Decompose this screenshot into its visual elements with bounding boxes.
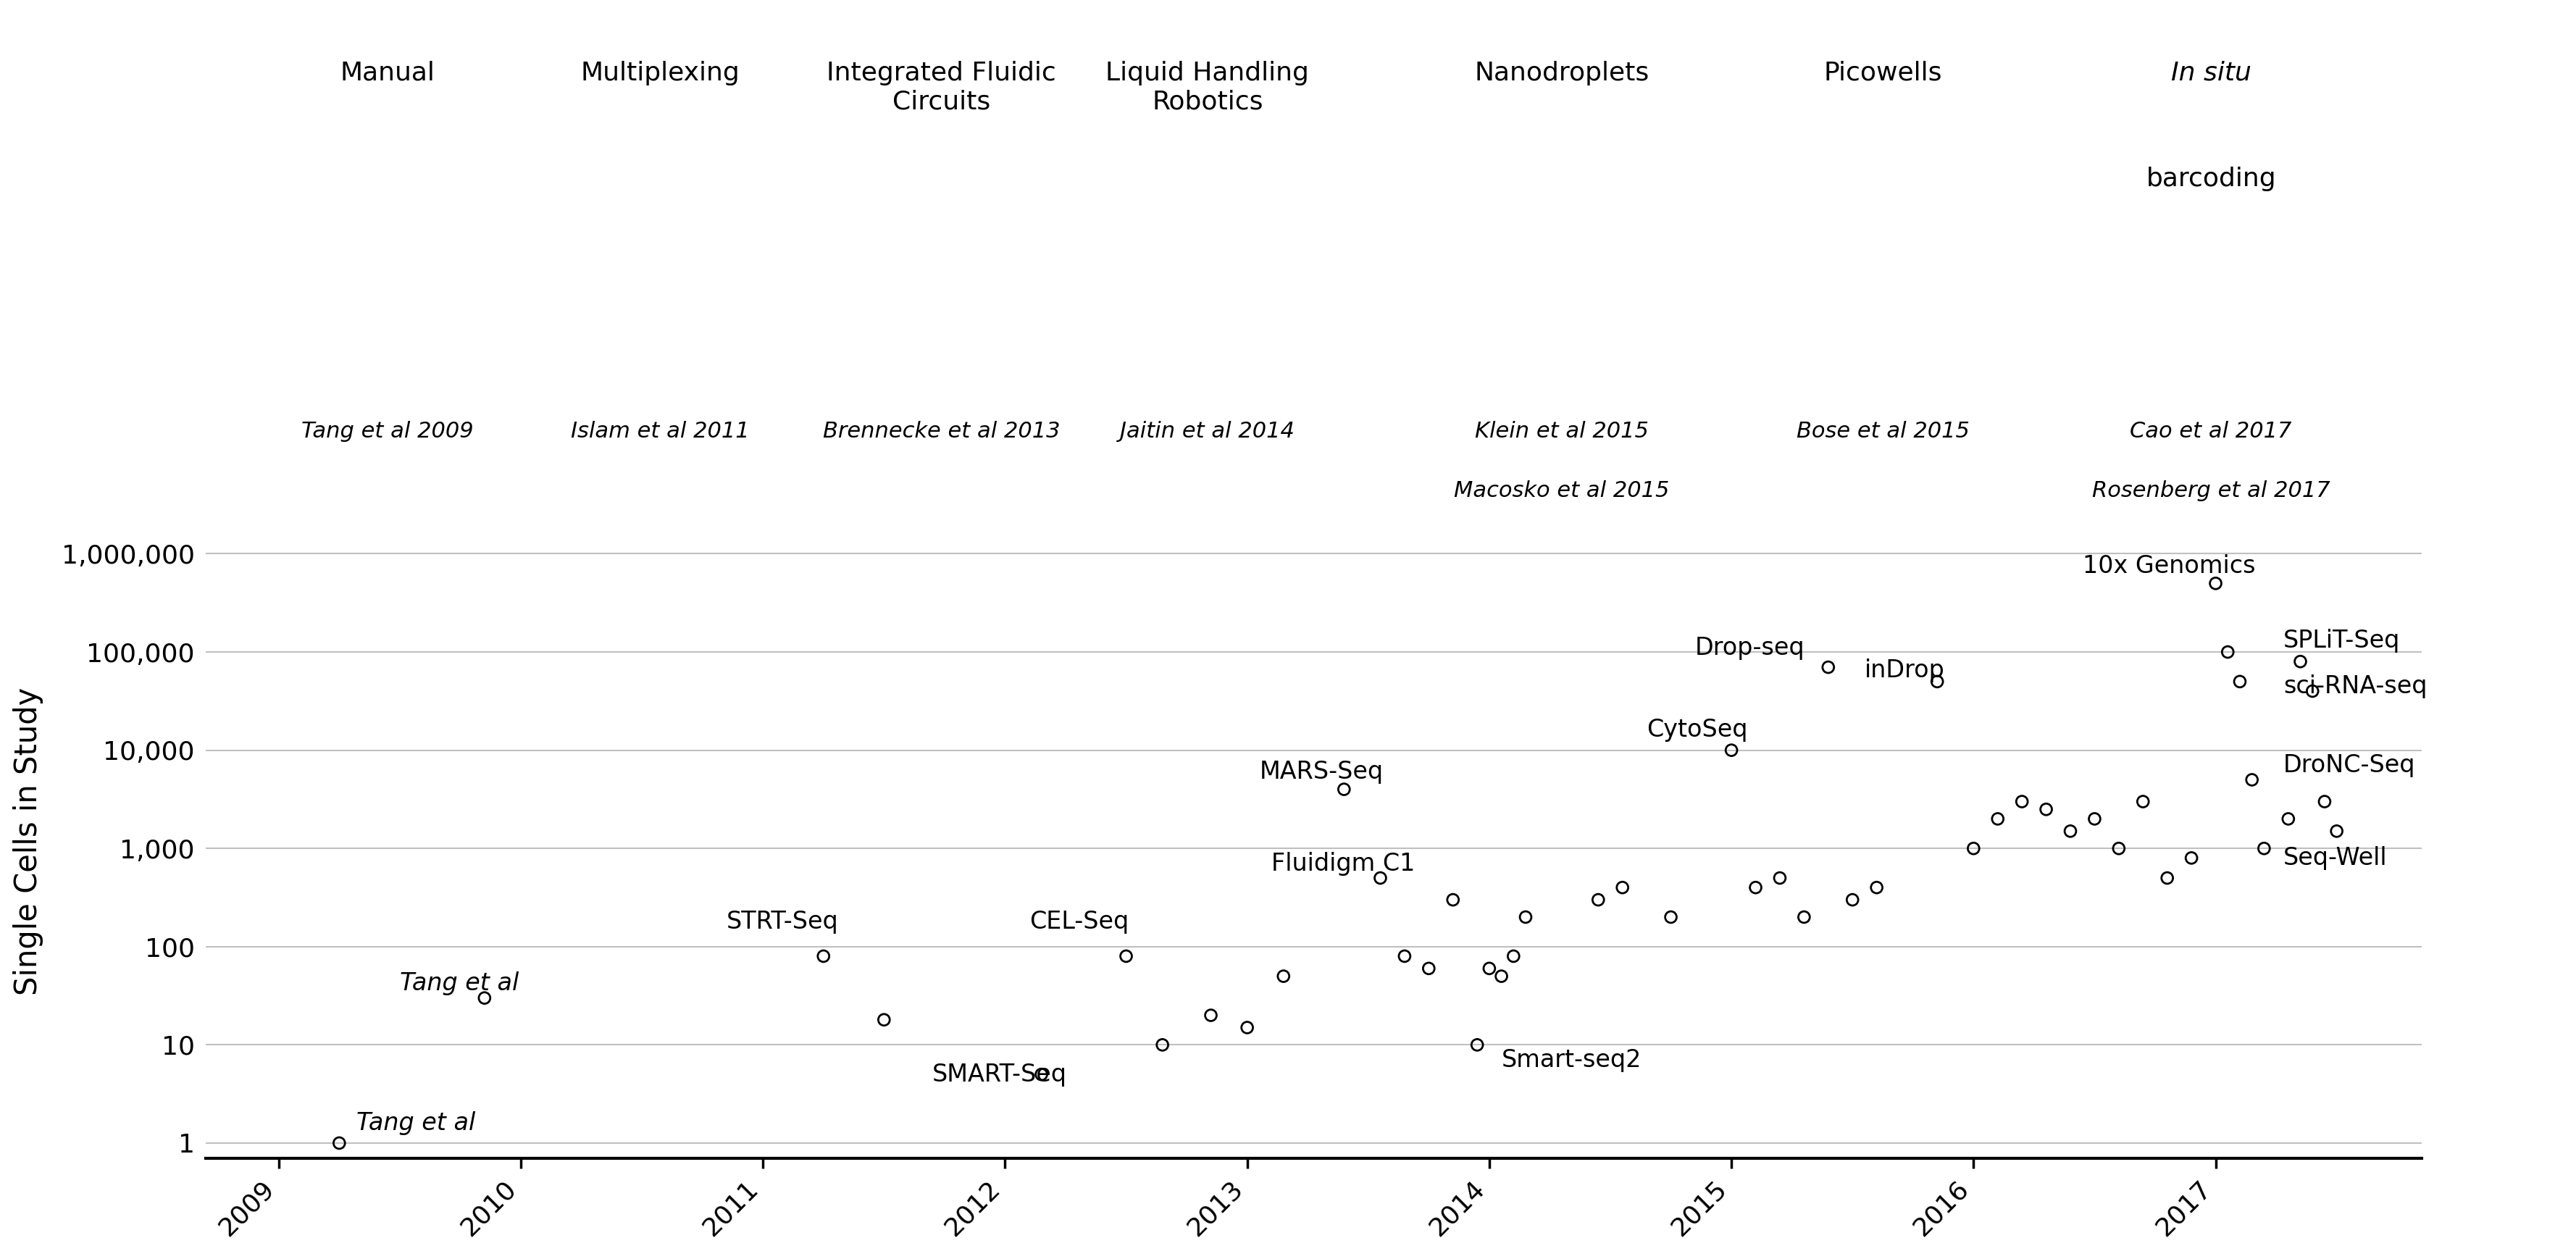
- Text: Manual: Manual: [340, 60, 435, 86]
- Point: [1917, 671, 1958, 691]
- Text: 10x Genomics: 10x Genomics: [2081, 554, 2254, 578]
- Point: [2208, 642, 2249, 662]
- Point: [2221, 671, 2262, 691]
- Point: [1455, 1035, 1497, 1055]
- Point: [2280, 651, 2321, 671]
- Point: [2074, 808, 2115, 828]
- Text: inDrop: inDrop: [1865, 658, 1945, 682]
- Point: [2267, 808, 2308, 828]
- Text: Macosko et al 2015: Macosko et al 2015: [1455, 481, 1669, 501]
- Text: Brennecke et al 2013: Brennecke et al 2013: [822, 421, 1061, 442]
- Point: [1190, 1005, 1231, 1025]
- Point: [2099, 838, 2141, 859]
- Point: [1141, 1035, 1182, 1055]
- Text: Fluidigm C1: Fluidigm C1: [1273, 851, 1414, 875]
- Text: SMART-Seq: SMART-Seq: [933, 1063, 1066, 1087]
- Point: [1808, 657, 1850, 677]
- Text: sci-RNA-seq: sci-RNA-seq: [2282, 674, 2427, 697]
- Point: [2025, 799, 2066, 820]
- Point: [1226, 1017, 1267, 1037]
- Text: Rosenberg et al 2017: Rosenberg et al 2017: [2092, 481, 2331, 501]
- Point: [1759, 867, 1801, 888]
- Text: STRT-Seq: STRT-Seq: [726, 909, 840, 933]
- Point: [1409, 958, 1450, 978]
- Text: DroNC-Seq: DroNC-Seq: [2282, 753, 2416, 777]
- Text: Picowells: Picowells: [1824, 60, 1942, 86]
- Point: [1494, 946, 1535, 966]
- Point: [1651, 906, 1692, 927]
- Point: [2303, 792, 2344, 812]
- Text: CEL-Seq: CEL-Seq: [1030, 909, 1128, 933]
- Point: [1468, 958, 1510, 978]
- Point: [1020, 1064, 1061, 1084]
- Point: [2195, 573, 2236, 593]
- Text: Cao et al 2017: Cao et al 2017: [2130, 421, 2293, 442]
- Y-axis label: Single Cells in Study: Single Cells in Study: [13, 687, 44, 996]
- Point: [1832, 890, 1873, 910]
- Point: [2316, 821, 2357, 841]
- Text: Integrated Fluidic
Circuits: Integrated Fluidic Circuits: [827, 60, 1056, 113]
- Point: [804, 946, 845, 966]
- Point: [1953, 838, 1994, 859]
- Point: [2123, 792, 2164, 812]
- Text: Klein et al 2015: Klein et al 2015: [1476, 421, 1649, 442]
- Text: Seq-Well: Seq-Well: [2282, 846, 2388, 870]
- Text: Tang et al: Tang et al: [399, 972, 518, 996]
- Text: Liquid Handling
Robotics: Liquid Handling Robotics: [1105, 60, 1309, 113]
- Text: Jaitin et al 2014: Jaitin et al 2014: [1121, 421, 1296, 442]
- Text: Smart-seq2: Smart-seq2: [1502, 1047, 1641, 1071]
- Text: CytoSeq: CytoSeq: [1646, 718, 1747, 742]
- Text: Tang et al 2009: Tang et al 2009: [301, 421, 474, 442]
- Point: [464, 988, 505, 1008]
- Point: [1262, 966, 1303, 986]
- Point: [1504, 906, 1546, 927]
- Point: [1432, 890, 1473, 910]
- Text: SPLiT-Seq: SPLiT-Seq: [2282, 628, 2401, 652]
- Point: [2050, 821, 2092, 841]
- Point: [2002, 792, 2043, 812]
- Point: [2244, 838, 2285, 859]
- Point: [1736, 878, 1777, 898]
- Point: [2146, 867, 2187, 888]
- Point: [2231, 769, 2272, 789]
- Text: Bose et al 2015: Bose et al 2015: [1795, 421, 1971, 442]
- Point: [1577, 890, 1618, 910]
- Point: [1978, 808, 2020, 828]
- Point: [2172, 847, 2213, 867]
- Point: [1710, 740, 1752, 760]
- Point: [1105, 946, 1146, 966]
- Text: Nanodroplets: Nanodroplets: [1473, 60, 1649, 86]
- Point: [1481, 966, 1522, 986]
- Point: [1602, 878, 1643, 898]
- Point: [2293, 681, 2334, 701]
- Text: Tang et al: Tang et al: [355, 1112, 474, 1134]
- Point: [1383, 946, 1425, 966]
- Text: barcoding: barcoding: [2146, 166, 2277, 191]
- Text: In situ: In situ: [2172, 60, 2251, 86]
- Point: [1857, 878, 1899, 898]
- Point: [1360, 867, 1401, 888]
- Point: [863, 1010, 904, 1030]
- Point: [1783, 906, 1824, 927]
- Text: Multiplexing: Multiplexing: [580, 60, 739, 86]
- Text: Islam et al 2011: Islam et al 2011: [572, 421, 750, 442]
- Text: Drop-seq: Drop-seq: [1695, 636, 1806, 660]
- Point: [319, 1133, 361, 1153]
- Text: MARS-Seq: MARS-Seq: [1260, 760, 1383, 784]
- Point: [1324, 779, 1365, 799]
